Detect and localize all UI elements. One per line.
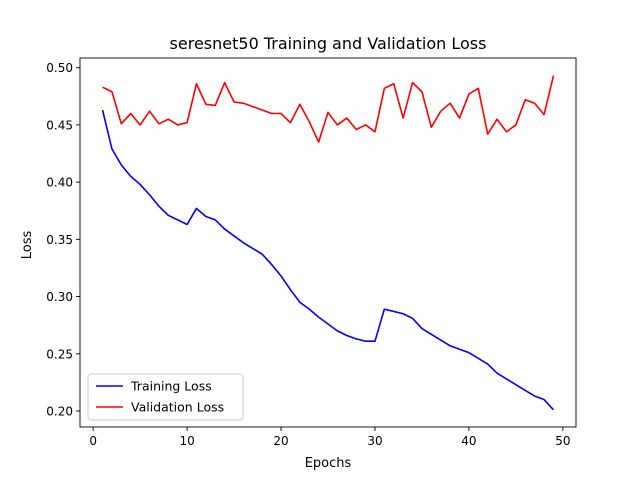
- y-tick-label: 0.30: [46, 290, 73, 304]
- axes-frame: [79, 57, 577, 428]
- x-tick-label: 40: [461, 434, 476, 448]
- x-axis-label: Epochs: [305, 456, 352, 471]
- training-loss-line: [101, 109, 555, 411]
- plot-area: 0 10 20 30 40 50 0.20 0.25 0.30 0.35 0.40 0.45 0.50 T…: [46, 57, 577, 448]
- legend-label-training: Training Loss: [130, 379, 212, 394]
- legend-box: [87, 373, 244, 421]
- validation-loss-line: [102, 75, 555, 143]
- legend-label-validation: Validation Loss: [131, 400, 224, 415]
- x-tick-label: 20: [273, 434, 288, 448]
- y-tick-label: 0.40: [46, 176, 73, 190]
- x-tick-label: 50: [555, 434, 570, 448]
- x-tick-label: 10: [179, 434, 194, 448]
- y-axis-label: Loss: [20, 231, 35, 260]
- chart-title: seresnet50 Training and Validation Loss: [170, 34, 487, 53]
- x-tick-label: 30: [367, 434, 382, 448]
- x-tick-label: 0: [89, 434, 97, 448]
- y-tick-label: 0.20: [46, 404, 73, 418]
- y-tick-label: 0.50: [46, 61, 73, 75]
- y-tick-label: 0.35: [46, 233, 73, 247]
- y-tick-label: 0.25: [46, 347, 73, 361]
- y-tick-label: 0.45: [46, 118, 73, 132]
